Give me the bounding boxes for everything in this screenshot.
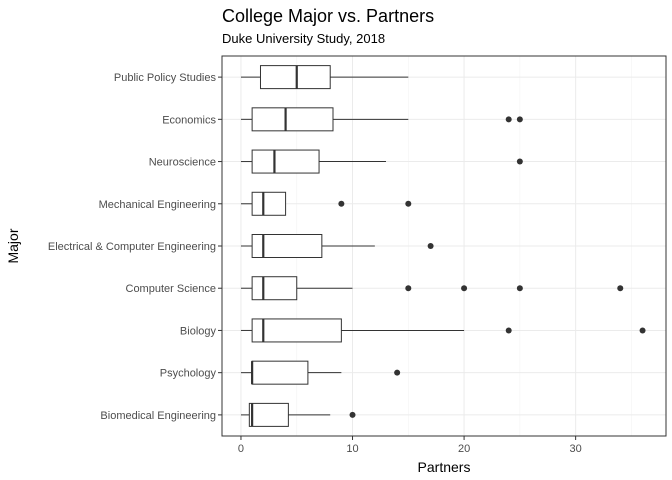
y-tick-label: Public Policy Studies [114, 72, 217, 84]
y-tick-label: Biomedical Engineering [100, 410, 216, 422]
iqr-box [251, 149, 320, 174]
x-tick-label: 0 [238, 443, 244, 455]
y-tick-label: Mechanical Engineering [99, 199, 216, 211]
box-group [240, 276, 624, 301]
iqr-box [251, 107, 334, 132]
outlier-point [338, 200, 345, 207]
outlier-point [505, 116, 512, 123]
box-group [240, 360, 401, 385]
box-group [240, 65, 409, 90]
outlier-point [427, 243, 434, 249]
box-group [240, 149, 523, 174]
box-group [240, 234, 434, 258]
y-axis-title: Major [5, 228, 21, 263]
box-group [240, 318, 646, 343]
y-tick-label: Psychology [160, 368, 217, 380]
outlier-point [505, 327, 512, 334]
chart-subtitle: Duke University Study, 2018 [222, 31, 385, 46]
y-tick-label: Economics [162, 114, 216, 126]
iqr-box [259, 65, 331, 90]
boxes [240, 65, 646, 427]
box-group [240, 191, 412, 216]
iqr-box [251, 276, 298, 301]
outlier-point [516, 158, 523, 165]
iqr-box [251, 318, 342, 343]
outlier-point [639, 327, 646, 334]
y-tick-label: Neuroscience [149, 157, 216, 169]
outlier-point [516, 285, 523, 292]
outlier-point [405, 200, 412, 207]
y-tick-label: Electrical & Computer Engineering [48, 241, 216, 253]
iqr-box [251, 234, 323, 258]
box-group [240, 107, 523, 132]
x-tick-label: 10 [346, 443, 358, 455]
outlier-point [394, 369, 401, 376]
iqr-box [248, 402, 289, 427]
x-tick-label: 30 [570, 443, 582, 455]
x-tick-label: 20 [458, 443, 470, 455]
outlier-point [349, 411, 356, 418]
outlier-point [617, 285, 624, 292]
outlier-point [405, 285, 412, 292]
iqr-box [251, 191, 287, 216]
axes: 0 10 20 30 Public Policy Studies Economics Neu… [48, 72, 582, 455]
outlier-point [516, 116, 523, 123]
box-group [240, 402, 356, 427]
y-tick-label: Biology [180, 325, 217, 337]
iqr-box [251, 360, 309, 385]
y-tick-label: Computer Science [126, 283, 217, 295]
outlier-point [461, 285, 468, 292]
chart-title: College Major vs. Partners [222, 6, 434, 26]
x-axis-title: Partners [418, 459, 471, 475]
